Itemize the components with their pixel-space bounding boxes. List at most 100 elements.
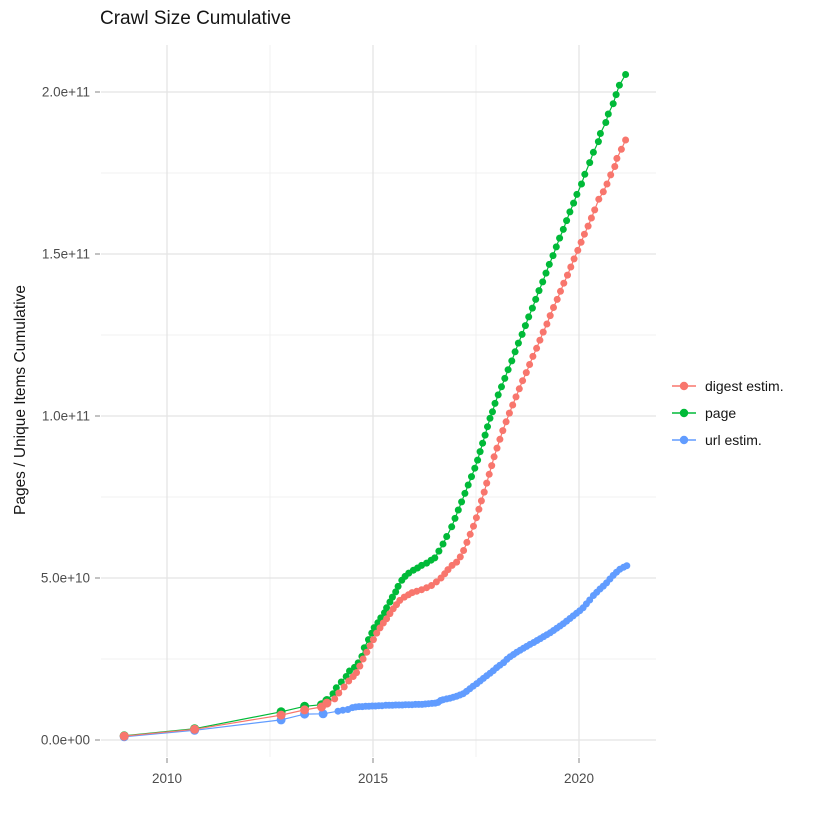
data-point xyxy=(564,271,571,279)
data-point xyxy=(332,684,340,692)
data-point xyxy=(550,304,557,311)
data-point xyxy=(490,453,498,461)
data-point xyxy=(622,136,630,144)
data-point xyxy=(567,263,575,271)
data-point xyxy=(539,278,547,286)
data-point xyxy=(514,339,522,347)
data-point xyxy=(533,344,541,352)
data-point xyxy=(463,538,471,546)
legend-key-icon xyxy=(672,381,696,391)
data-point xyxy=(622,71,630,78)
data-point xyxy=(356,662,364,670)
data-point xyxy=(477,497,485,505)
data-point xyxy=(609,100,617,108)
data-point xyxy=(578,180,585,188)
data-point xyxy=(617,145,625,153)
data-point xyxy=(502,418,510,426)
data-point xyxy=(573,190,581,198)
data-point xyxy=(453,558,461,566)
data-point xyxy=(479,439,487,447)
data-point xyxy=(451,514,459,522)
data-point xyxy=(556,234,564,242)
data-point xyxy=(615,81,623,89)
data-point xyxy=(190,724,200,734)
data-point xyxy=(370,624,378,632)
data-point xyxy=(563,217,571,225)
data-point xyxy=(428,582,435,589)
y-axis-tick-label: 0.0e+00 xyxy=(41,733,90,748)
data-point xyxy=(471,464,479,472)
data-point xyxy=(613,154,621,162)
data-point xyxy=(491,399,499,407)
data-point xyxy=(599,188,607,196)
data-point xyxy=(577,238,585,246)
data-point xyxy=(276,710,286,720)
legend-label: url estim. xyxy=(705,432,762,448)
data-point xyxy=(340,683,348,691)
data-point xyxy=(591,206,599,214)
data-point xyxy=(509,401,517,409)
data-point xyxy=(474,456,482,464)
data-point xyxy=(318,709,328,719)
data-point xyxy=(475,505,483,513)
y-axis-tick-label: 5.0e+10 xyxy=(41,571,90,586)
data-point xyxy=(466,530,474,538)
data-point xyxy=(505,409,513,417)
data-point xyxy=(480,488,488,496)
legend-item-page: page xyxy=(671,405,784,421)
series-line xyxy=(124,565,628,738)
data-point xyxy=(549,252,557,260)
data-point xyxy=(508,357,516,365)
data-point xyxy=(545,260,553,268)
data-point xyxy=(353,669,360,677)
data-point xyxy=(486,414,494,422)
data-point xyxy=(518,330,526,338)
data-point xyxy=(612,91,620,99)
data-point xyxy=(488,462,496,470)
data-point xyxy=(368,629,376,637)
data-point xyxy=(529,352,537,360)
data-point xyxy=(464,481,472,489)
data-point xyxy=(512,393,520,401)
y-axis-tick-label: 1.0e+11 xyxy=(42,409,90,424)
chart-title: Crawl Size Cumulative xyxy=(100,8,292,29)
data-point xyxy=(388,593,396,601)
data-point xyxy=(365,636,372,644)
data-point xyxy=(570,255,578,263)
data-point xyxy=(574,246,582,254)
data-point xyxy=(394,582,402,590)
x-axis-tick-label: 2010 xyxy=(152,771,182,786)
data-point xyxy=(300,705,310,715)
data-point xyxy=(611,163,619,170)
data-point xyxy=(369,636,377,644)
legend-label: digest estim. xyxy=(705,378,784,394)
data-point xyxy=(392,588,400,596)
data-point xyxy=(458,498,466,506)
data-point xyxy=(493,444,501,452)
data-point xyxy=(481,431,489,439)
series-line xyxy=(124,139,627,737)
data-point xyxy=(570,199,578,207)
data-point xyxy=(566,208,574,216)
data-point xyxy=(528,304,536,312)
data-point xyxy=(543,320,551,328)
data-point xyxy=(496,435,504,443)
y-axis-tick-label: 1.5e+11 xyxy=(42,247,90,262)
data-point xyxy=(525,313,533,321)
data-point xyxy=(383,604,391,612)
data-point xyxy=(607,171,615,179)
data-point xyxy=(383,615,391,623)
data-point xyxy=(460,547,468,554)
data-point xyxy=(119,731,129,741)
data-point xyxy=(376,624,384,632)
data-point xyxy=(431,554,439,562)
data-point xyxy=(454,506,462,514)
data-point xyxy=(456,553,464,561)
data-point xyxy=(345,677,353,685)
data-point xyxy=(536,336,544,344)
data-point xyxy=(366,642,374,650)
data-point xyxy=(476,448,484,456)
data-point xyxy=(526,361,534,368)
